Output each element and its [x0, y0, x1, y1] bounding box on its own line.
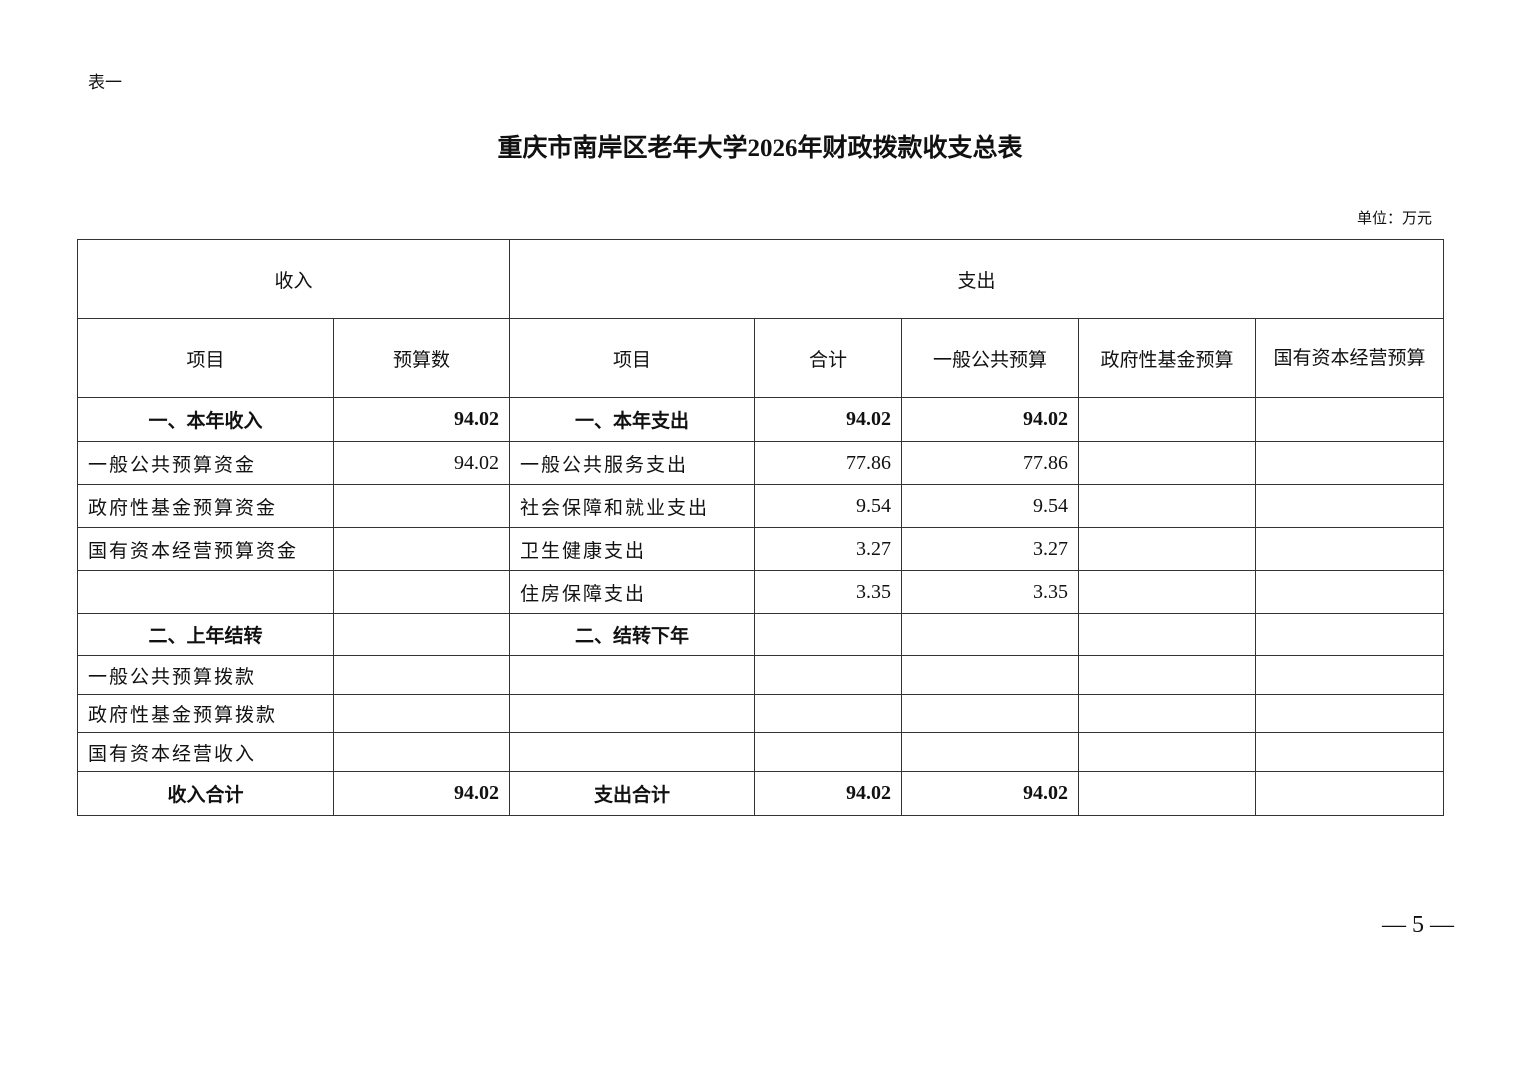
amount-cell	[901, 694, 1080, 733]
amount-cell: 94.02	[754, 771, 903, 816]
amount-cell	[901, 613, 1080, 656]
amount-cell	[1078, 441, 1257, 485]
amount-cell: 3.35	[901, 570, 1080, 614]
item-cell: 一般公共服务支出	[509, 441, 756, 485]
item-cell: 卫生健康支出	[509, 527, 756, 571]
amount-cell: 77.86	[901, 441, 1080, 485]
group-header-row: 收入 支出	[76, 239, 1445, 319]
page-title: 重庆市南岸区老年大学2026年财政拨款收支总表	[497, 135, 1023, 162]
page-number: — 5 —	[1382, 912, 1454, 938]
amount-cell	[1078, 694, 1257, 733]
amount-cell	[1078, 570, 1257, 614]
column-header: 项目	[509, 318, 756, 398]
amount-cell	[754, 694, 903, 733]
total-row: 收入合计 94.02 支出合计 94.02 94.02	[77, 771, 1445, 816]
item-cell: 支出合计	[509, 771, 756, 816]
amount-cell	[332, 613, 511, 656]
amount-cell	[1255, 771, 1445, 816]
amount-cell	[1255, 527, 1445, 571]
amount-cell	[332, 732, 511, 772]
amount-cell	[332, 527, 511, 571]
amount-cell	[901, 732, 1080, 772]
unit-label: 单位：万元	[1356, 209, 1432, 227]
item-cell: 一般公共预算资金	[77, 441, 334, 485]
column-header: 项目	[77, 318, 334, 398]
item-cell	[509, 655, 756, 695]
amount-cell	[332, 655, 511, 695]
amount-cell	[754, 655, 903, 695]
table-row: 政府性基金预算资金 社会保障和就业支出 9.54 9.54	[77, 484, 1445, 528]
amount-cell	[1255, 613, 1445, 656]
amount-cell: 3.27	[901, 527, 1080, 571]
income-header: 收入	[76, 239, 511, 319]
amount-cell	[1255, 570, 1445, 614]
item-cell: 国有资本经营预算资金	[77, 527, 334, 571]
amount-cell	[1255, 694, 1445, 733]
amount-cell: 94.02	[901, 771, 1080, 816]
amount-cell: 94.02	[332, 441, 511, 485]
item-cell: 一、本年支出	[509, 397, 756, 442]
amount-cell	[754, 613, 903, 656]
amount-cell	[1255, 655, 1445, 695]
budget-table: 收入 支出 项目 预算数 项目 合计 一般公共预算 政府性基金预算 国有资本经营…	[76, 239, 1445, 816]
table-row: 国有资本经营预算资金 卫生健康支出 3.27 3.27	[77, 527, 1445, 571]
item-cell: 住房保障支出	[509, 570, 756, 614]
amount-cell	[901, 655, 1080, 695]
amount-cell	[1255, 732, 1445, 772]
amount-cell	[1078, 484, 1257, 528]
amount-cell	[1078, 771, 1257, 816]
amount-cell: 94.02	[901, 397, 1080, 442]
amount-cell: 94.02	[332, 771, 511, 816]
column-header: 预算数	[332, 318, 511, 398]
column-header: 合计	[754, 318, 903, 398]
amount-cell: 94.02	[332, 397, 511, 442]
column-header: 一般公共预算	[901, 318, 1080, 398]
item-cell: 政府性基金预算资金	[77, 484, 334, 528]
item-cell: 一般公共预算拨款	[77, 655, 334, 695]
amount-cell: 3.35	[754, 570, 903, 614]
amount-cell	[1078, 397, 1257, 442]
item-cell	[509, 694, 756, 733]
amount-cell	[1255, 484, 1445, 528]
amount-cell	[1078, 732, 1257, 772]
amount-cell	[754, 732, 903, 772]
item-cell: 社会保障和就业支出	[509, 484, 756, 528]
item-cell: 二、上年结转	[77, 613, 334, 656]
item-cell	[509, 732, 756, 772]
item-cell	[77, 570, 334, 614]
column-header-row: 项目 预算数 项目 合计 一般公共预算 政府性基金预算 国有资本经营预算	[77, 318, 1445, 398]
amount-cell	[332, 570, 511, 614]
column-header: 国有资本经营预算	[1255, 318, 1445, 398]
item-cell: 一、本年收入	[77, 397, 334, 442]
amount-cell	[1255, 441, 1445, 485]
column-header: 政府性基金预算	[1078, 318, 1257, 398]
item-cell: 政府性基金预算拨款	[77, 694, 334, 733]
item-cell: 二、结转下年	[509, 613, 756, 656]
amount-cell	[1078, 655, 1257, 695]
item-cell: 国有资本经营收入	[77, 732, 334, 772]
table-row: 一般公共预算拨款	[77, 655, 1445, 695]
amount-cell	[332, 694, 511, 733]
table-row: 一、本年收入 94.02 一、本年支出 94.02 94.02	[77, 397, 1445, 442]
amount-cell	[332, 484, 511, 528]
amount-cell: 9.54	[901, 484, 1080, 528]
amount-cell: 77.86	[754, 441, 903, 485]
amount-cell: 9.54	[754, 484, 903, 528]
amount-cell	[1078, 613, 1257, 656]
expense-header: 支出	[509, 239, 1445, 319]
amount-cell	[1255, 397, 1445, 442]
table-row: 政府性基金预算拨款	[77, 694, 1445, 733]
table-row: 一般公共预算资金 94.02 一般公共服务支出 77.86 77.86	[77, 441, 1445, 485]
table-label: 表一	[88, 73, 122, 93]
table-row: 国有资本经营收入	[77, 732, 1445, 772]
table-row: 住房保障支出 3.35 3.35	[77, 570, 1445, 614]
amount-cell: 3.27	[754, 527, 903, 571]
item-cell: 收入合计	[77, 771, 334, 816]
amount-cell	[1078, 527, 1257, 571]
table-row: 二、上年结转 二、结转下年	[77, 613, 1445, 656]
amount-cell: 94.02	[754, 397, 903, 442]
